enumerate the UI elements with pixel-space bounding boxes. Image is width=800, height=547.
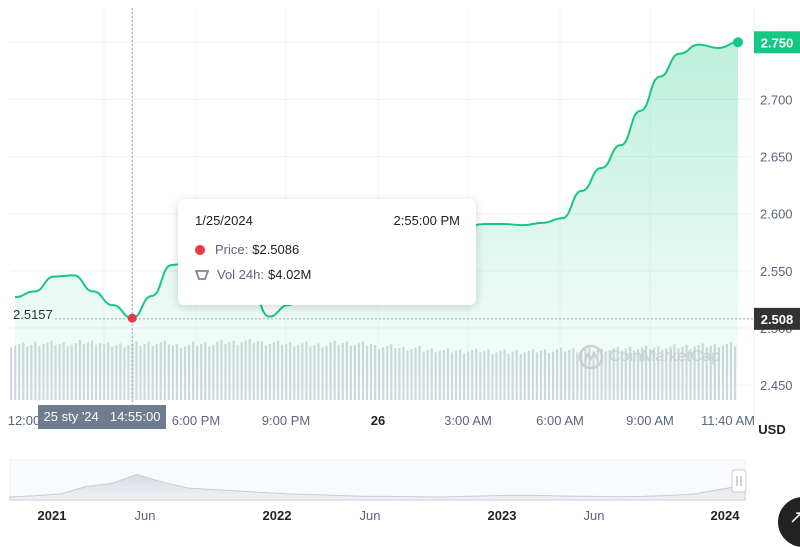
- navigator-tick-label: Jun: [360, 508, 381, 523]
- current-price-dot: [733, 37, 743, 48]
- navigator-tick-label: Jun: [584, 508, 605, 523]
- hover-point-dot: [127, 313, 137, 323]
- y-tick-label: 2.700: [760, 92, 793, 107]
- markers: 2.750 2.508 2.5157: [13, 31, 800, 330]
- x-axis-labels: 12:00 6:00 PM 9:00 PM 26 3:00 AM 6:00 AM 9:00 …: [8, 413, 786, 437]
- tooltip-price-label: Price:: [215, 242, 249, 257]
- coinmarketcap-icon: [578, 344, 604, 370]
- navigator-tick-label: 2021: [38, 508, 67, 523]
- tooltip-time: 2:55:00 PM: [393, 213, 461, 228]
- price-dot-icon: [195, 244, 205, 255]
- x-tick-label: 26: [371, 413, 385, 428]
- y-tick-label: 2.650: [760, 150, 793, 165]
- x-tick-label: 12:00: [8, 413, 41, 428]
- tooltip-volume-row: Vol 24h: $4.02M: [195, 267, 311, 282]
- tooltip-price-row: Price: $2.5086: [195, 242, 299, 257]
- navigator-tick-label: 2024: [711, 508, 741, 523]
- price-tooltip: 1/25/2024 2:55:00 PM Price: $2.5086 Vol …: [178, 199, 476, 305]
- tooltip-price-value: $2.5086: [252, 242, 300, 257]
- arrow-icon: ↗: [789, 507, 800, 527]
- current-price-tag: [754, 31, 800, 54]
- tooltip-volume-label: Vol 24h:: [217, 267, 264, 282]
- x-tick-label: 6:00 PM: [172, 413, 220, 428]
- y-axis-unit: USD: [758, 422, 785, 437]
- crosshair-time-label: 25 sty '24 14:55:00: [38, 405, 166, 429]
- reference-price-label: 2.5157: [13, 307, 53, 322]
- navigator-handle: [731, 469, 747, 493]
- navigator-tick-label: Jun: [135, 508, 156, 523]
- price-chart[interactable]: 12:00 6:00 PM 9:00 PM 26 3:00 AM 6:00 AM 9:00 …: [0, 0, 800, 529]
- x-tick-label: 9:00 PM: [262, 413, 310, 428]
- watermark-text: CoinMarketCap: [609, 348, 721, 365]
- crosshair-time: 14:55:00: [109, 409, 161, 424]
- volume-icon: [195, 269, 209, 280]
- x-tick-label: 9:00 AM: [626, 413, 674, 428]
- crosshair-price-tag: [754, 307, 800, 330]
- navigator-tick-label: 2023: [488, 508, 517, 523]
- volume-bar: [10, 347, 13, 400]
- navigator-tick-label: 2022: [263, 508, 292, 523]
- crosshair-price-label: 2.508: [761, 312, 794, 327]
- navigator-series: [9, 473, 746, 501]
- y-tick-label: 2.450: [760, 378, 793, 393]
- watermark-logo: CoinMarketCap: [578, 344, 720, 370]
- tooltip-date: 1/25/2024: [195, 213, 253, 228]
- x-tick-label: 11:40 AM: [701, 413, 755, 428]
- price-area-fill: [15, 42, 738, 401]
- x-tick-label: 6:00 AM: [536, 413, 584, 428]
- y-tick-label: 2.550: [760, 264, 793, 279]
- y-tick-label: 2.600: [760, 207, 793, 222]
- tooltip-volume-value: $4.02M: [268, 267, 312, 282]
- current-price-label: 2.750: [761, 35, 794, 50]
- range-navigator[interactable]: 2021 Jun 2022 Jun 2023 Jun 2024: [9, 459, 747, 523]
- crosshair-date: 25 sty '24: [43, 409, 99, 424]
- x-tick-label: 3:00 AM: [444, 413, 492, 428]
- price-area: [15, 42, 738, 401]
